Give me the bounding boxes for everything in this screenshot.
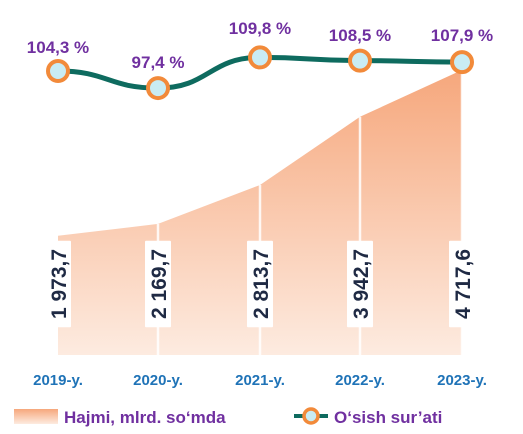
growth-label: 104,3 %	[27, 38, 89, 57]
value-label: 1 973,7	[48, 249, 71, 319]
value-label-group: 2 813,7	[247, 240, 273, 328]
growth-marker	[248, 45, 272, 70]
growth-marker	[450, 50, 474, 75]
value-label: 2 813,7	[250, 249, 273, 319]
x-tick-label: 2021-y.	[235, 372, 285, 389]
x-tick-label: 2022-y.	[335, 372, 385, 389]
value-label-box	[449, 240, 475, 328]
x-tick-label: 2019-y.	[33, 372, 83, 389]
x-tick-label: 2023-y.	[437, 372, 487, 389]
value-label: 2 169,7	[148, 249, 171, 319]
value-label: 3 942,7	[350, 249, 373, 319]
growth-label: 107,9 %	[431, 26, 493, 45]
value-label-group: 4 717,6	[449, 240, 475, 328]
legend-area-swatch	[14, 409, 58, 424]
legend: Hajmi, mlrd. so‘mda O‘sish sur’ati	[14, 407, 442, 427]
growth-marker	[146, 76, 170, 101]
value-label-group: 2 169,7	[145, 240, 171, 328]
value-label-box	[347, 240, 373, 328]
growth-label: 108,5 %	[329, 26, 391, 45]
value-label-box	[45, 240, 71, 328]
value-label: 4 717,6	[452, 249, 475, 319]
value-label-group: 3 942,7	[347, 240, 373, 328]
value-label-box	[145, 240, 171, 328]
value-label-group: 1 973,7	[45, 240, 71, 328]
growth-marker	[46, 59, 70, 84]
growth-label: 109,8 %	[229, 19, 291, 38]
legend-area-label: Hajmi, mlrd. so‘mda	[64, 408, 226, 427]
x-tick-label: 2020-y.	[133, 372, 183, 389]
growth-label: 97,4 %	[132, 53, 185, 72]
legend-line-label: O‘sish sur’ati	[334, 408, 442, 427]
growth-marker	[348, 48, 372, 73]
value-label-box	[247, 240, 273, 328]
legend-marker-swatch	[302, 407, 320, 425]
